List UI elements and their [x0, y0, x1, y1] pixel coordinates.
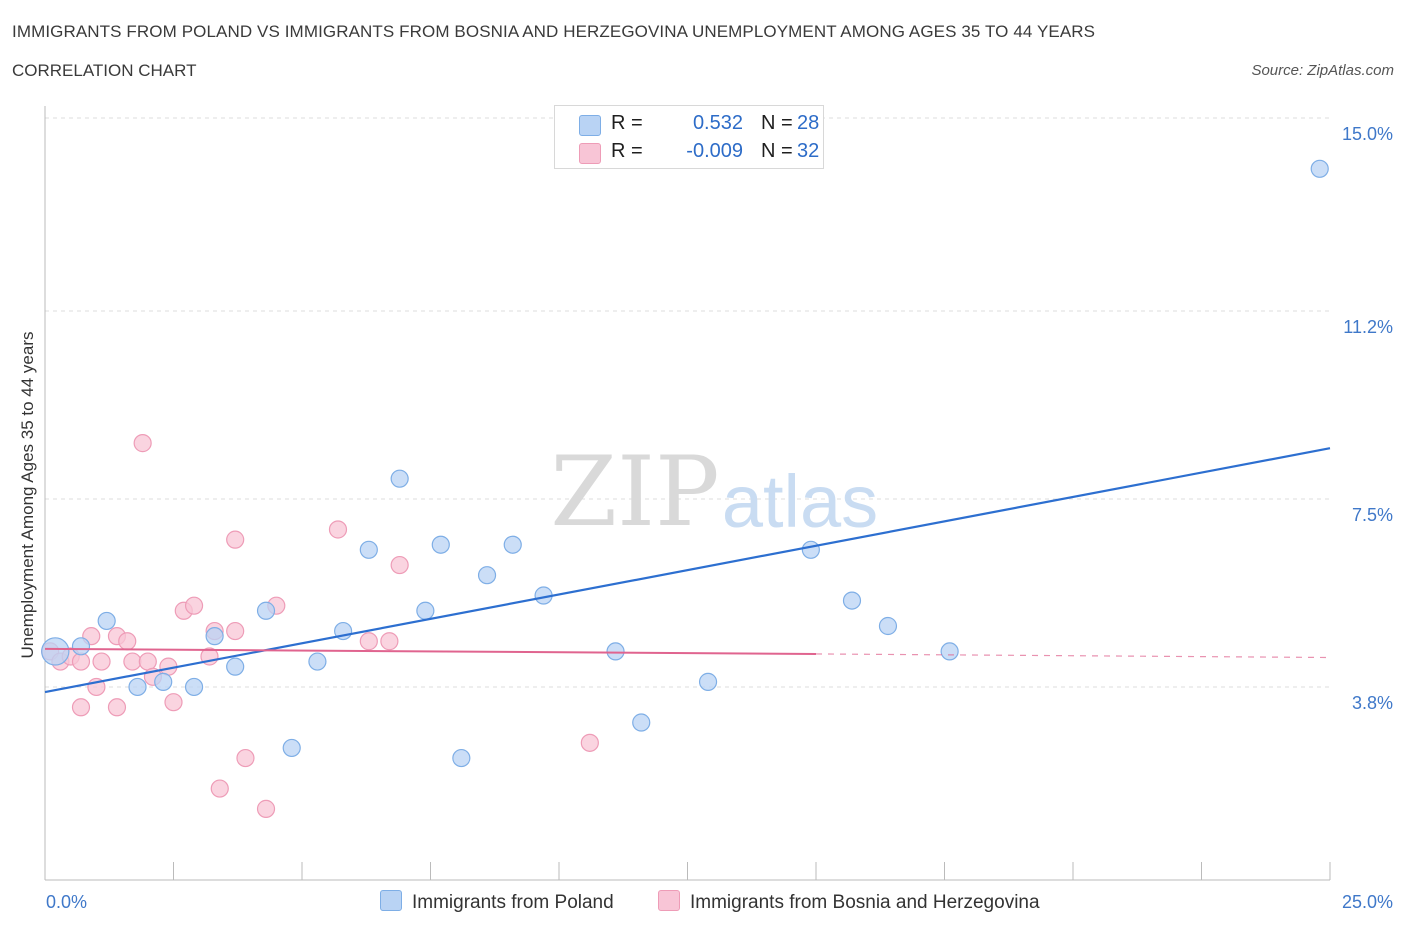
poland-point: [282, 738, 301, 758]
poland-point: [416, 601, 435, 620]
poland-point: [226, 657, 245, 676]
trendlines: [44, 447, 1331, 694]
bosnia-point: [328, 520, 348, 539]
tick-labels: 3.8% 7.5% 11.2% 15.0% 0.0% 25.0%: [46, 124, 1393, 912]
bosnia-point: [236, 748, 255, 768]
poland-point: [359, 540, 378, 559]
bosnia-point: [138, 652, 157, 671]
poland-point: [431, 535, 450, 554]
legend-label-poland: Immigrants from Poland: [412, 892, 614, 913]
legend-swatch-bosnia: [658, 890, 680, 911]
legend-swatch-poland: [579, 115, 601, 136]
bosnia-point: [580, 733, 599, 752]
legend-n-label: N =: [761, 140, 793, 162]
bosnia-point: [107, 698, 127, 717]
legend-r-value: 0.532: [692, 112, 743, 134]
bosnia-series-points: [41, 434, 599, 818]
y-tick-label: 7.5%: [1352, 505, 1393, 525]
chart-title: IMMIGRANTS FROM POLAND VS IMMIGRANTS FRO…: [12, 22, 1096, 41]
bosnia-point: [118, 632, 137, 651]
correlation-legend: R = 0.532 N = 28 R = -0.009 N = 32: [554, 105, 824, 169]
poland-point: [128, 677, 147, 697]
legend-r-value: -0.009: [686, 140, 743, 162]
bosnia-point: [184, 596, 204, 615]
bosnia-point: [210, 779, 229, 798]
legend-r-label: R =: [611, 140, 643, 162]
source-label: Source: ZipAtlas.com: [1251, 62, 1394, 79]
chart-subtitle: CORRELATION CHART: [12, 61, 197, 80]
legend-item-poland: Immigrants from Poland: [380, 890, 614, 914]
gridlines: [45, 117, 1330, 688]
poland-point: [184, 677, 204, 697]
poland-point: [801, 540, 820, 559]
legend-swatch-bosnia: [579, 143, 601, 164]
legend-n-value: 32: [797, 140, 820, 162]
bosnia-trendline: [44, 647, 817, 655]
poland-point: [205, 627, 224, 646]
y-tick-label: 15.0%: [1342, 124, 1393, 144]
legend-item-bosnia: Immigrants from Bosnia and Herzegovina: [658, 890, 1040, 914]
poland-point: [878, 616, 898, 636]
y-tick-label: 11.2%: [1343, 317, 1393, 337]
watermark-zip: ZIP: [550, 436, 719, 548]
x-tick-label: 0.0%: [46, 892, 87, 912]
poland-point: [256, 601, 276, 620]
legend-swatch-poland: [380, 890, 402, 911]
poland-point: [452, 748, 471, 768]
poland-point: [71, 637, 91, 656]
y-axis-label: Unemployment Among Ages 35 to 44 years: [18, 332, 37, 659]
bosnia-point: [123, 652, 142, 671]
bosnia-point: [359, 632, 378, 651]
bosnia-point: [92, 652, 111, 671]
bosnia-point: [226, 530, 245, 549]
bosnia-point: [226, 621, 245, 641]
poland-point: [940, 642, 959, 661]
bosnia-point: [164, 693, 183, 712]
poland-point: [154, 672, 173, 691]
watermark: ZIP atlas: [550, 436, 878, 548]
bosnia-point: [256, 799, 276, 818]
legend-n-value: 28: [797, 112, 820, 134]
poland-series-points: [41, 159, 1329, 768]
legend-n-label: N =: [761, 112, 793, 134]
bosnia-trendline-extension: [815, 653, 1331, 659]
legend-r-label: R =: [611, 112, 643, 134]
poland-point: [842, 591, 862, 610]
poland-point: [632, 713, 651, 732]
bosnia-point: [390, 555, 409, 575]
poland-point: [477, 566, 497, 585]
axes: [44, 106, 1331, 881]
poland-point: [698, 672, 718, 691]
poland-trendline: [44, 447, 1331, 694]
bosnia-point: [71, 698, 91, 717]
bosnia-point: [380, 632, 399, 651]
legend-label-bosnia: Immigrants from Bosnia and Herzegovina: [690, 892, 1040, 913]
x-tick-label: 25.0%: [1342, 892, 1393, 912]
poland-point: [606, 642, 625, 661]
poland-point: [390, 469, 409, 488]
poland-point: [503, 535, 522, 554]
poland-point: [41, 637, 70, 666]
bosnia-point: [133, 434, 152, 453]
poland-point: [97, 611, 116, 631]
bosnia-point: [71, 652, 91, 671]
poland-point: [308, 652, 327, 671]
poland-point: [1310, 159, 1329, 178]
y-tick-label: 3.8%: [1352, 693, 1393, 713]
watermark-atlas: atlas: [722, 460, 878, 543]
